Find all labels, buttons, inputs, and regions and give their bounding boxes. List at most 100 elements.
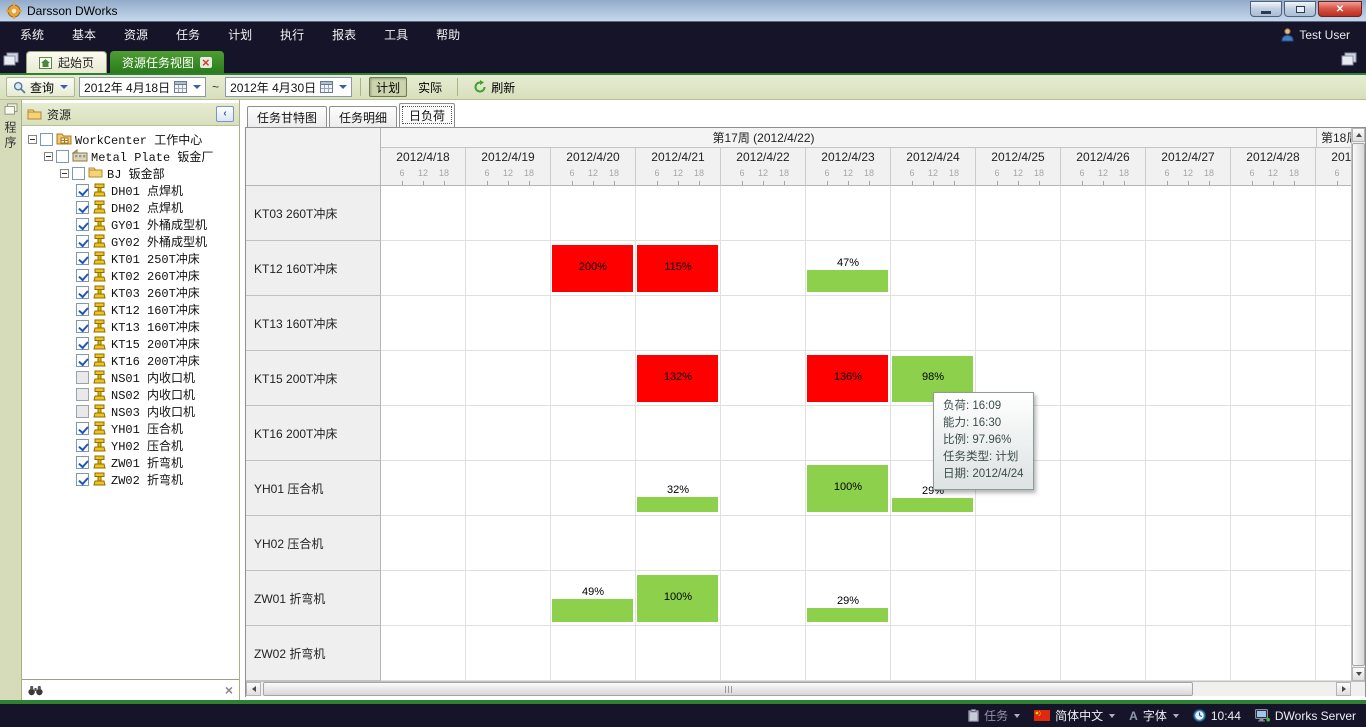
tree-checkbox[interactable] — [76, 354, 89, 367]
calendar-icon[interactable] — [174, 81, 188, 93]
clear-filter-icon[interactable]: × — [224, 682, 233, 698]
horizontal-scroll-thumb[interactable] — [263, 682, 1193, 696]
load-cell[interactable]: 47% — [806, 241, 891, 296]
tree-checkbox[interactable] — [76, 337, 89, 350]
load-bar[interactable] — [807, 608, 888, 622]
tree-item-ZW02[interactable]: ZW02 折弯机 — [22, 471, 239, 488]
close-tab-icon[interactable]: × — [200, 54, 212, 70]
vertical-scrollbar[interactable] — [1351, 128, 1366, 681]
menu-item-3[interactable]: 任务 — [176, 28, 201, 42]
load-cell[interactable]: 100% — [806, 461, 891, 516]
tree-item-DH01[interactable]: DH01 点焊机 — [22, 182, 239, 199]
collapse-panel-button[interactable]: ‹ — [216, 106, 234, 122]
tree-checkbox[interactable] — [76, 473, 89, 486]
scroll-down-button[interactable] — [1352, 667, 1366, 681]
tree-item-DH02[interactable]: DH02 点焊机 — [22, 199, 239, 216]
query-dropdown-icon[interactable] — [60, 85, 69, 89]
tree-item-KT15[interactable]: KT15 200T冲床 — [22, 335, 239, 352]
restore-button[interactable] — [1284, 1, 1316, 17]
load-cell[interactable]: 29% — [806, 571, 891, 626]
window-list-right-icon[interactable] — [1341, 52, 1361, 70]
dropdown-caret-icon[interactable] — [1109, 713, 1116, 718]
date-from-field[interactable]: 2012年 4月18日 — [79, 77, 207, 97]
tree-item-YH02[interactable]: YH02 压合机 — [22, 437, 239, 454]
tree-checkbox[interactable] — [76, 456, 89, 469]
vertical-scroll-thumb[interactable] — [1352, 143, 1366, 666]
tree-checkbox[interactable] — [76, 371, 89, 384]
load-bar[interactable] — [892, 498, 973, 512]
tree-checkbox[interactable] — [76, 439, 89, 452]
tree-checkbox[interactable] — [76, 235, 89, 248]
tree-checkbox[interactable] — [76, 184, 89, 197]
tree-checkbox[interactable] — [72, 167, 85, 180]
tree-item-NS01[interactable]: NS01 内收口机 — [22, 369, 239, 386]
tree-item-KT01[interactable]: KT01 250T冲床 — [22, 250, 239, 267]
status-item-1[interactable]: 简体中文 — [1034, 707, 1116, 724]
window-list-icon[interactable] — [3, 52, 23, 70]
date-to-field[interactable]: 2012年 4月30日 — [225, 77, 353, 97]
tree-item-KT13[interactable]: KT13 160T冲床 — [22, 318, 239, 335]
tree-item-ZW01[interactable]: ZW01 折弯机 — [22, 454, 239, 471]
scroll-up-button[interactable] — [1352, 128, 1366, 142]
tree-checkbox[interactable] — [56, 150, 69, 163]
tree-item-KT02[interactable]: KT02 260T冲床 — [22, 267, 239, 284]
status-item-2[interactable]: A 字体 — [1129, 707, 1179, 724]
menu-item-4[interactable]: 计划 — [228, 28, 253, 42]
scroll-right-button[interactable] — [1336, 682, 1351, 696]
tree-item-KT03[interactable]: KT03 260T冲床 — [22, 284, 239, 301]
tree-item-Metal[interactable]: Metal Plate 钣金厂 — [22, 148, 239, 165]
load-bar[interactable] — [637, 497, 718, 512]
tree-item-NS03[interactable]: NS03 内收口机 — [22, 403, 239, 420]
load-cell[interactable]: 200% — [551, 241, 636, 296]
tree-checkbox[interactable] — [40, 133, 53, 146]
status-item-0[interactable]: 任务 — [968, 707, 1021, 724]
tree-item-NS02[interactable]: NS02 内收口机 — [22, 386, 239, 403]
load-cell[interactable]: 100% — [636, 571, 721, 626]
user-indicator[interactable]: Test User — [1281, 28, 1360, 42]
actual-toggle-button[interactable]: 实际 — [411, 77, 449, 97]
load-bar[interactable] — [552, 599, 633, 622]
collapse-toggle-icon[interactable] — [44, 152, 53, 161]
calendar-icon-2[interactable] — [320, 81, 334, 93]
query-button[interactable]: 查询 — [6, 77, 76, 97]
binoculars-icon[interactable] — [28, 685, 43, 696]
close-button[interactable]: ✕ — [1318, 1, 1362, 17]
menu-item-2[interactable]: 资源 — [124, 28, 149, 42]
tree-item-KT12[interactable]: KT12 160T冲床 — [22, 301, 239, 318]
load-bar[interactable] — [637, 355, 718, 402]
load-bar[interactable] — [807, 355, 888, 402]
document-tab-0[interactable]: 起始页 — [26, 51, 108, 73]
load-cell[interactable]: 136% — [806, 351, 891, 406]
scroll-left-button[interactable] — [246, 682, 261, 696]
horizontal-scrollbar[interactable] — [246, 681, 1365, 696]
tree-item-KT16[interactable]: KT16 200T冲床 — [22, 352, 239, 369]
menu-item-0[interactable]: 系统 — [20, 28, 45, 42]
date-from-dropdown-icon[interactable] — [193, 85, 202, 89]
load-bar[interactable] — [807, 465, 888, 512]
collapsed-panel-strip[interactable]: 程序 — [0, 100, 22, 700]
tree-checkbox[interactable] — [76, 303, 89, 316]
minimize-button[interactable] — [1250, 1, 1282, 17]
tree-checkbox[interactable] — [76, 252, 89, 265]
view-tab-1[interactable]: 任务明细 — [329, 106, 398, 127]
menu-item-7[interactable]: 工具 — [384, 28, 409, 42]
tree-checkbox[interactable] — [76, 320, 89, 333]
view-tab-2[interactable]: 日负荷 — [399, 103, 456, 127]
menu-item-1[interactable]: 基本 — [72, 28, 97, 42]
load-cell[interactable]: 115% — [636, 241, 721, 296]
tree-checkbox[interactable] — [76, 269, 89, 282]
tree-checkbox[interactable] — [76, 422, 89, 435]
plan-toggle-button[interactable]: 计划 — [369, 77, 408, 97]
tree-checkbox[interactable] — [76, 388, 89, 401]
tree-item-GY02[interactable]: GY02 外桶成型机 — [22, 233, 239, 250]
date-to-dropdown-icon[interactable] — [339, 85, 348, 89]
panel-splitter[interactable] — [240, 100, 245, 700]
collapse-toggle-icon[interactable] — [60, 169, 69, 178]
view-tab-0[interactable]: 任务甘特图 — [247, 106, 328, 127]
tree-item-YH01[interactable]: YH01 压合机 — [22, 420, 239, 437]
load-bar[interactable] — [552, 245, 633, 292]
document-tab-1[interactable]: 资源任务视图 × — [110, 51, 224, 73]
tree-item-BJ[interactable]: BJ 钣金部 — [22, 165, 239, 182]
load-cell[interactable]: 49% — [551, 571, 636, 626]
load-bar[interactable] — [637, 245, 718, 292]
